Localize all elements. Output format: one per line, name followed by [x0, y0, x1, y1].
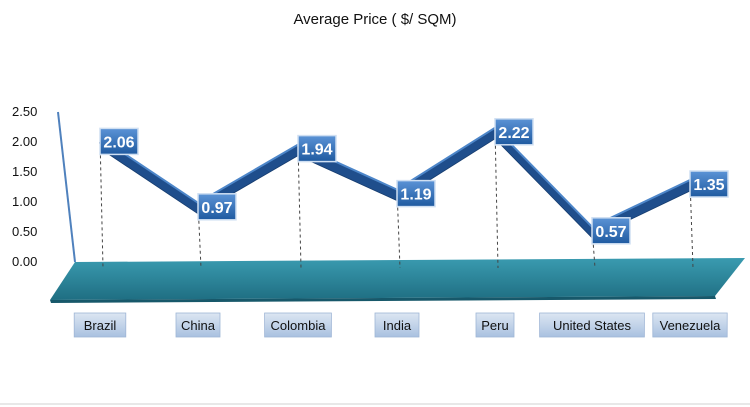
data-label: 1.94 — [297, 134, 337, 163]
data-label-text: 2.06 — [103, 134, 134, 151]
data-label-text: 0.57 — [595, 224, 626, 241]
data-label-box — [99, 127, 139, 156]
drop-line — [99, 137, 104, 269]
x-tick-label: Colombia — [264, 312, 332, 338]
x-tick-box — [175, 312, 221, 338]
data-label-box — [689, 170, 729, 198]
x-tick-label: United States — [539, 312, 645, 338]
x-tick-text: Venezuela — [660, 318, 721, 333]
y-tick-labels: 0.00 0.50 1.00 1.50 2.00 2.50 — [12, 104, 37, 269]
x-tick-text: Colombia — [271, 318, 327, 333]
data-label: 1.35 — [689, 170, 729, 198]
data-label: 0.97 — [197, 193, 237, 221]
x-tick-label: India — [374, 312, 420, 338]
x-tick-text: India — [383, 318, 412, 333]
data-label-box — [297, 134, 337, 163]
data-label: 2.22 — [494, 118, 534, 146]
x-tick-label: Brazil — [73, 312, 127, 338]
chart-floor — [50, 258, 745, 300]
data-label-text: 1.19 — [400, 187, 431, 204]
x-tick-labels: Brazil China Colombia India Peru United State… — [73, 312, 728, 338]
data-label-box — [494, 118, 534, 146]
x-tick-box — [539, 312, 645, 338]
chart-floor-edge — [50, 296, 716, 303]
series-ribbon — [99, 126, 691, 239]
y-tick-label: 1.00 — [12, 194, 37, 209]
drop-line — [297, 144, 302, 269]
data-label-box — [197, 193, 237, 221]
chart-title: Average Price ( $/ SQM) — [293, 11, 456, 28]
x-tick-label: Venezuela — [652, 312, 728, 338]
drop-line — [197, 202, 202, 269]
data-labels: 2.06 0.97 1.94 1.19 2.22 0.57 1.35 — [99, 118, 729, 245]
x-tick-label: Peru — [475, 312, 515, 338]
x-tick-box — [475, 312, 515, 338]
data-label-text: 1.35 — [693, 177, 724, 194]
data-label: 1.19 — [396, 179, 436, 208]
y-tick-label: 0.50 — [12, 224, 37, 239]
x-tick-box — [73, 312, 127, 338]
drop-line — [494, 127, 499, 269]
y-tick-label: 0.00 — [12, 254, 37, 269]
data-label-box — [396, 179, 436, 208]
x-tick-box — [652, 312, 728, 338]
x-tick-box — [374, 312, 420, 338]
data-label-text: 2.22 — [498, 125, 529, 142]
y-tick-label: 1.50 — [12, 164, 37, 179]
series-segment-highlight — [396, 126, 496, 191]
x-tick-text: United States — [553, 318, 632, 333]
y-tick-label: 2.00 — [12, 134, 37, 149]
data-label: 2.06 — [99, 127, 139, 156]
data-label-box — [591, 217, 631, 245]
x-tick-label: China — [175, 312, 221, 338]
y-tick-label: 2.50 — [12, 104, 37, 119]
x-tick-text: Peru — [481, 318, 508, 333]
data-label-text: 0.97 — [201, 200, 232, 217]
x-tick-text: Brazil — [84, 318, 117, 333]
data-label-text: 1.94 — [301, 142, 332, 159]
x-tick-text: China — [181, 318, 216, 333]
data-label: 0.57 — [591, 217, 631, 245]
x-tick-box — [264, 312, 332, 338]
y-axis-line — [57, 111, 76, 263]
